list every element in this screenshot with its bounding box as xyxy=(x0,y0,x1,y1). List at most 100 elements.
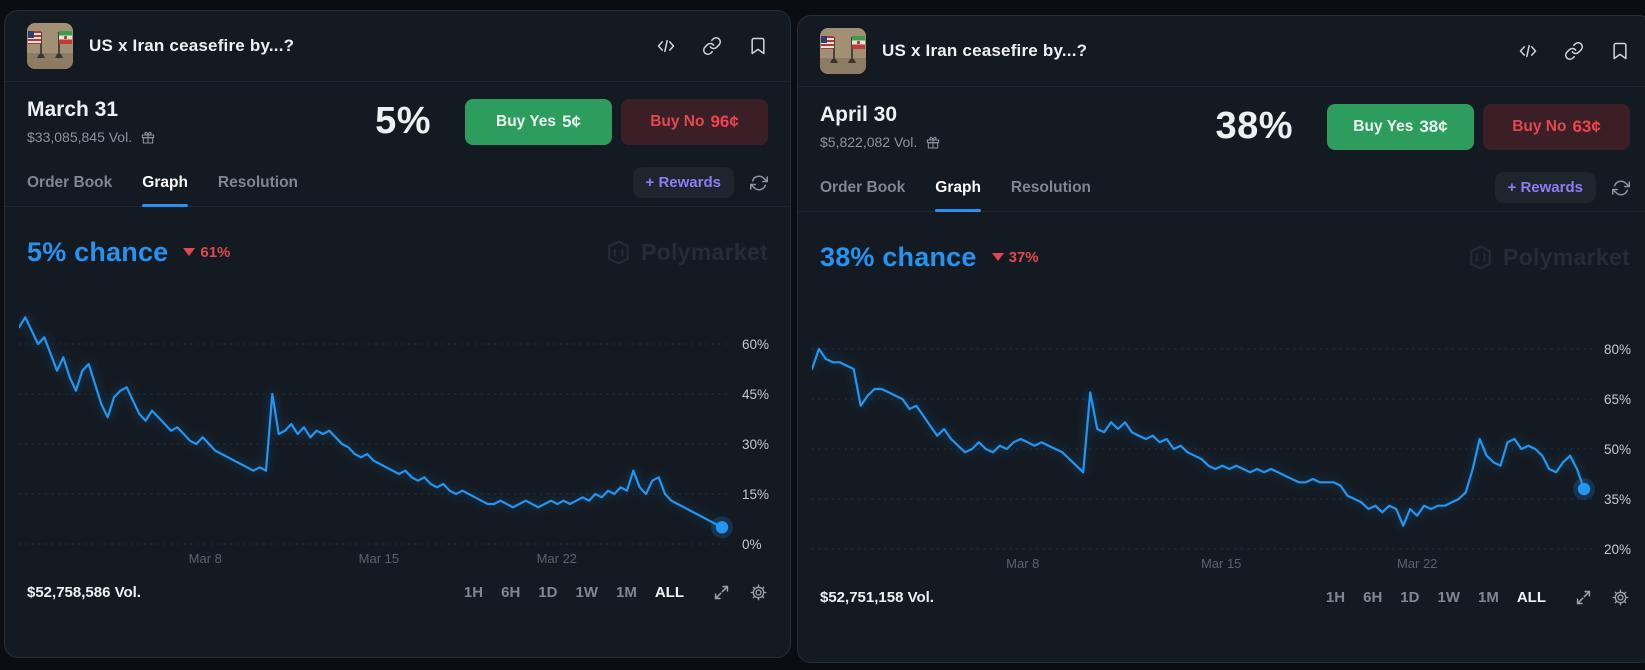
range-6h[interactable]: 6H xyxy=(1363,589,1383,606)
range-1h[interactable]: 1H xyxy=(463,584,484,601)
range-all[interactable]: ALL xyxy=(1516,589,1546,606)
range-1d[interactable]: 1D xyxy=(538,584,558,601)
chance-label: 38% chance xyxy=(820,241,977,272)
polymarket-wordmark: Polymarket xyxy=(640,238,768,265)
copy-link-icon[interactable] xyxy=(702,36,722,56)
header-divider xyxy=(798,86,1645,87)
svg-text:15%: 15% xyxy=(742,487,769,502)
copy-link-icon[interactable] xyxy=(1564,41,1584,61)
us-iran-flags-image xyxy=(820,28,866,74)
range-1w[interactable]: 1W xyxy=(1437,589,1460,606)
svg-text:30%: 30% xyxy=(742,437,769,452)
range-6h[interactable]: 6H xyxy=(501,584,521,601)
svg-text:0%: 0% xyxy=(742,537,762,552)
bookmark-icon[interactable] xyxy=(748,36,768,56)
market-card-march31: US x Iran ceasefire by...? March 31 $33,… xyxy=(4,10,791,658)
current-price-percent: 5% xyxy=(375,100,431,142)
card-header: US x Iran ceasefire by...? xyxy=(5,11,790,81)
svg-text:Mar 22: Mar 22 xyxy=(1397,556,1437,571)
total-volume: $52,758,586 Vol. xyxy=(27,584,141,601)
svg-text:80%: 80% xyxy=(1604,342,1631,357)
refresh-icon[interactable] xyxy=(1612,179,1630,197)
market-volume: $33,085,845 Vol. xyxy=(27,129,133,145)
tab-order-book[interactable]: Order Book xyxy=(820,178,906,196)
us-iran-flags-image xyxy=(27,23,73,69)
buy-yes-button[interactable]: Buy Yes 38¢ xyxy=(1327,103,1474,150)
market-thumbnail-flags xyxy=(27,23,73,69)
svg-text:45%: 45% xyxy=(742,387,769,402)
chance-label: 5% chance xyxy=(27,236,169,267)
svg-text:Mar 8: Mar 8 xyxy=(189,551,222,566)
change-value: 37% xyxy=(1008,248,1039,266)
buy-yes-price: 38¢ xyxy=(1419,116,1448,136)
gift-rewards-icon[interactable] xyxy=(140,129,156,145)
svg-text:Mar 15: Mar 15 xyxy=(359,551,399,566)
tab-resolution[interactable]: Resolution xyxy=(1010,178,1092,196)
range-1d[interactable]: 1D xyxy=(1400,589,1420,606)
chance-row: 5% chance 61% Polymarket xyxy=(27,233,768,271)
chart-footer: $52,758,586 Vol. 1H 6H 1D 1W 1M ALL xyxy=(5,569,790,602)
price-change: 37% xyxy=(991,248,1039,266)
tab-bar: Order Book Graph Resolution + Rewards xyxy=(798,164,1645,212)
tab-order-book[interactable]: Order Book xyxy=(27,173,113,191)
rewards-button[interactable]: + Rewards xyxy=(1494,172,1596,203)
range-all[interactable]: ALL xyxy=(654,584,684,601)
polymarket-logo-icon xyxy=(1470,245,1491,269)
chart-settings-gear-icon[interactable] xyxy=(1611,588,1630,607)
tab-graph[interactable]: Graph xyxy=(935,164,981,212)
svg-text:50%: 50% xyxy=(1604,442,1631,457)
card-header: US x Iran ceasefire by...? xyxy=(798,16,1645,86)
header-divider xyxy=(5,81,790,82)
polymarket-watermark: Polymarket xyxy=(605,239,768,266)
svg-text:20%: 20% xyxy=(1604,542,1631,557)
tab-bar: Order Book Graph Resolution + Rewards xyxy=(5,159,790,207)
range-1m[interactable]: 1M xyxy=(615,584,637,601)
polymarket-wordmark: Polymarket xyxy=(1502,243,1630,270)
gift-rewards-icon[interactable] xyxy=(925,134,941,150)
market-title[interactable]: US x Iran ceasefire by...? xyxy=(89,36,295,55)
current-price-percent: 38% xyxy=(1215,105,1293,147)
price-change: 61% xyxy=(183,244,230,261)
outcome-date-label: April 30 xyxy=(820,103,898,126)
outcome-date-label: March 31 xyxy=(27,98,119,121)
price-row: March 31 $33,085,845 Vol. 5% Buy Yes 5¢ … xyxy=(5,82,790,159)
arrow-down-icon xyxy=(183,248,196,256)
buy-no-button[interactable]: Buy No 96¢ xyxy=(621,98,768,145)
svg-text:Mar 22: Mar 22 xyxy=(537,551,577,566)
rewards-label: + Rewards xyxy=(645,174,721,191)
price-row: April 30 $5,822,082 Vol. 38% Buy Yes 38¢… xyxy=(798,87,1645,164)
buy-no-price: 96¢ xyxy=(710,111,739,131)
buy-yes-label: Buy Yes xyxy=(496,112,557,130)
polymarket-logo-icon xyxy=(608,240,629,264)
embed-code-icon[interactable] xyxy=(656,36,676,56)
time-range-selector: 1H 6H 1D 1W 1M ALL xyxy=(1326,588,1630,607)
tab-resolution[interactable]: Resolution xyxy=(217,173,299,191)
market-volume: $5,822,082 Vol. xyxy=(820,134,918,150)
range-1m[interactable]: 1M xyxy=(1477,589,1499,606)
embed-code-icon[interactable] xyxy=(1518,41,1538,61)
buy-no-button[interactable]: Buy No 63¢ xyxy=(1483,103,1630,150)
bookmark-icon[interactable] xyxy=(1610,41,1630,61)
refresh-icon[interactable] xyxy=(750,174,768,192)
chance-row: 38% chance 37% Polymarket xyxy=(820,238,1630,276)
range-1h[interactable]: 1H xyxy=(1325,589,1346,606)
arrow-down-icon xyxy=(991,253,1004,261)
market-title[interactable]: US x Iran ceasefire by...? xyxy=(882,41,1088,60)
buy-yes-button[interactable]: Buy Yes 5¢ xyxy=(465,98,612,145)
expand-chart-icon[interactable] xyxy=(712,583,731,602)
svg-text:60%: 60% xyxy=(742,337,769,352)
svg-text:Mar 8: Mar 8 xyxy=(1006,556,1039,571)
buy-yes-price: 5¢ xyxy=(562,111,581,131)
price-history-chart[interactable]: 20% 35% 50% 65% 80% Mar 8 Mar 15 Mar 22 xyxy=(812,284,1645,574)
range-1w[interactable]: 1W xyxy=(575,584,598,601)
polymarket-watermark: Polymarket xyxy=(1467,244,1630,271)
buy-yes-label: Buy Yes xyxy=(1353,117,1414,135)
chart-settings-gear-icon[interactable] xyxy=(749,583,768,602)
expand-chart-icon[interactable] xyxy=(1574,588,1593,607)
tab-graph[interactable]: Graph xyxy=(142,159,188,207)
rewards-button[interactable]: + Rewards xyxy=(632,167,734,198)
market-card-april30: US x Iran ceasefire by...? April 30 $5,8… xyxy=(797,15,1645,663)
price-history-chart[interactable]: 0% 15% 30% 45% 60% Mar 8 Mar 15 Mar 22 xyxy=(19,279,786,569)
chart-footer: $52,751,158 Vol. 1H 6H 1D 1W 1M ALL xyxy=(798,574,1645,607)
chart-area: 0% 15% 30% 45% 60% Mar 8 Mar 15 Mar 22 xyxy=(19,279,786,569)
